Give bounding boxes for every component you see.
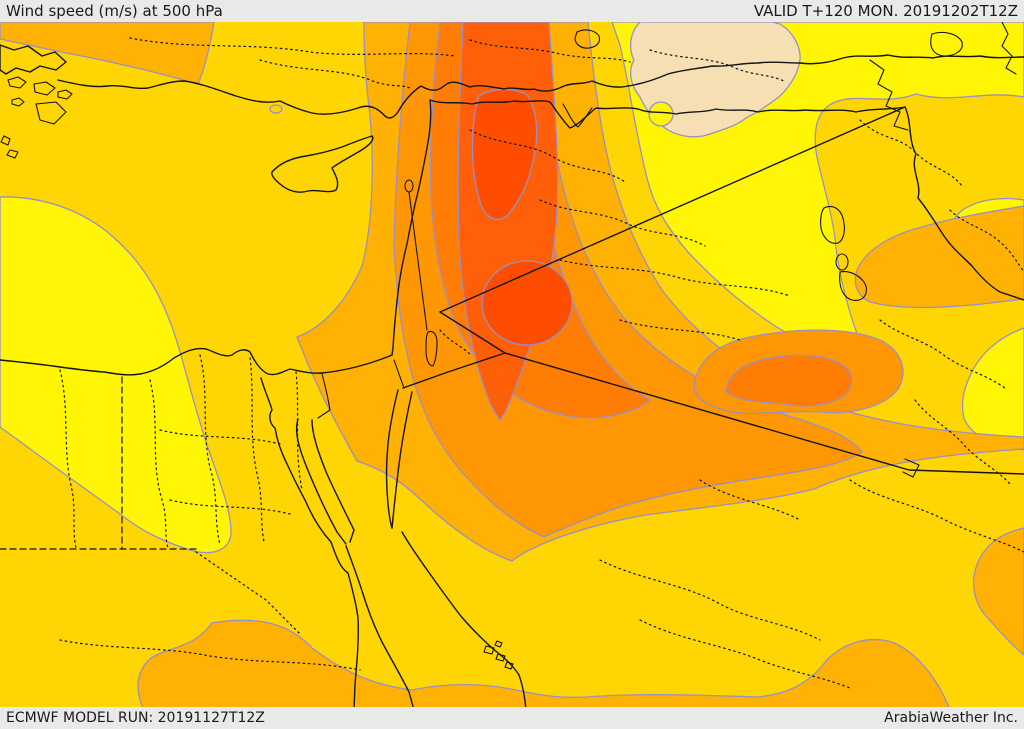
admin-turkey-3 <box>469 39 631 63</box>
admin-saudi-2 <box>699 479 801 521</box>
coastlines-and-borders <box>0 21 1024 711</box>
admin-egypt-4 <box>295 371 303 491</box>
jordan-saudi-border <box>402 352 506 389</box>
cyprus-island <box>271 135 374 193</box>
lake-urmia <box>820 205 845 244</box>
credit-label: ArabiaWeather Inc. <box>884 710 1018 726</box>
admin-jordan-1 <box>439 329 473 357</box>
gulf-of-aqaba-east-shore <box>391 391 413 529</box>
lakes <box>404 29 963 367</box>
admin-saudi-4 <box>639 619 851 689</box>
gulf-of-suez-west-shore <box>295 418 347 545</box>
admin-iran-4 <box>914 399 1011 485</box>
admin-iran-1 <box>859 119 963 187</box>
red-sea-west-coast <box>345 545 415 711</box>
red-sea-islands <box>483 640 514 670</box>
admin-saudi-3 <box>849 479 1024 553</box>
turkey-south-coast-and-north-border <box>57 54 1024 119</box>
iran-azerbaijan-border <box>869 59 909 131</box>
kuwait-coast <box>902 458 920 478</box>
dead-sea <box>425 330 438 367</box>
turkey-syria-border <box>429 99 906 129</box>
suez-canal <box>317 373 331 419</box>
admin-iran-2 <box>949 209 1024 273</box>
dashed-borders <box>0 376 301 635</box>
admin-turkey-1 <box>129 37 456 57</box>
jordan-iraq-border <box>439 311 506 354</box>
amber-blob-east-edge <box>972 527 1024 656</box>
egypt-mediterranean-coast-nile-delta <box>0 347 393 376</box>
lake-van <box>574 29 601 49</box>
admin-syria-2 <box>539 199 706 247</box>
admin-borders-dotted <box>59 37 1024 689</box>
amber-blob-northeast <box>854 205 1024 309</box>
levant-coast <box>391 99 432 356</box>
yellow-hole-in-cream <box>648 101 674 127</box>
nile-river <box>260 377 359 711</box>
small-contour-ring-mediterranean <box>269 104 283 114</box>
deep-orange-blob-southeast <box>725 354 853 407</box>
admin-saudi-1 <box>599 559 821 641</box>
gulf-of-aqaba-west-shore <box>385 389 399 529</box>
admin-egypt-2 <box>199 354 221 546</box>
amber-band-northwest <box>0 21 215 85</box>
lake-zagros-lower <box>839 271 867 301</box>
amber-band-south <box>137 619 951 711</box>
iraq-saudi-border <box>504 352 1024 475</box>
wind-speed-fill-layers <box>0 21 1024 711</box>
model-run-label: ECMWF MODEL RUN: 20191127T12Z <box>6 710 265 726</box>
footer-bar: ECMWF MODEL RUN: 20191127T12Z ArabiaWeat… <box>0 707 1024 729</box>
yellow-band-northwest <box>0 196 232 554</box>
sudan-diagonal-border <box>195 551 301 635</box>
core-max-south <box>481 260 573 346</box>
admin-sudan-1 <box>59 639 361 671</box>
admin-egypt-3 <box>249 357 265 543</box>
lake-small-zagros <box>835 253 849 271</box>
sea-of-galilee <box>404 179 414 193</box>
lake-assad <box>562 103 593 128</box>
map-title: Wind speed (m/s) at 500 hPa <box>6 2 223 20</box>
lake-sevan <box>930 31 963 57</box>
egypt-israel-border <box>393 359 405 389</box>
admin-egypt-1 <box>149 379 169 549</box>
admin-iraq-1 <box>559 259 791 297</box>
gulf-of-suez-east-shore <box>311 419 355 543</box>
aegean-coast <box>0 44 67 75</box>
admin-syria-1 <box>469 129 626 183</box>
core-max-north <box>471 88 538 220</box>
syria-iraq-border <box>439 106 906 313</box>
header-bar: Wind speed (m/s) at 500 hPa VALID T+120 … <box>0 0 1024 22</box>
admin-turkey-2 <box>259 59 411 89</box>
jordan-river <box>408 191 428 331</box>
aegean-islands <box>0 76 73 159</box>
red-sea-east-coast <box>401 531 527 711</box>
valid-time-label: VALID T+120 MON. 20191202T12Z <box>753 2 1018 20</box>
admin-iran-3 <box>879 319 1006 389</box>
caspian-corner-coast <box>1001 21 1017 75</box>
admin-libya-1 <box>59 369 77 549</box>
